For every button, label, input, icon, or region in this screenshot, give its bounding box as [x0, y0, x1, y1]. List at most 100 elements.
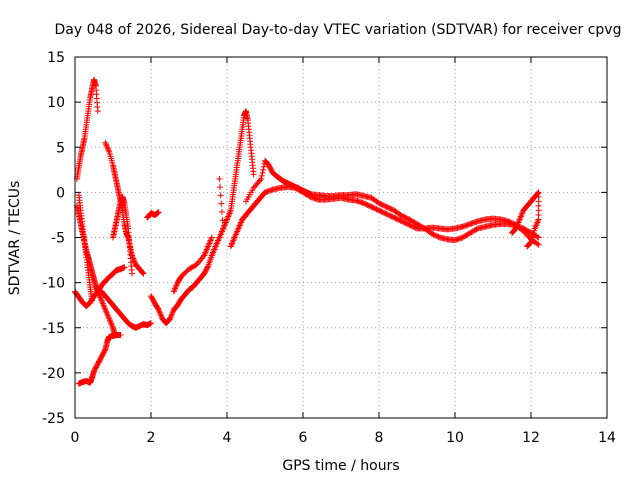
x-tick-label: 6 — [299, 430, 308, 446]
data-point — [216, 175, 223, 182]
series-arc-l — [216, 108, 257, 232]
data-point — [101, 347, 108, 354]
data-point — [393, 215, 400, 222]
data-point — [534, 233, 541, 240]
y-axis-title: SDTVAR / TECUs — [7, 181, 23, 296]
data-point — [402, 220, 409, 227]
data-point — [386, 212, 393, 219]
data-point — [259, 169, 266, 176]
data-point — [524, 243, 531, 250]
series-arc-g — [98, 288, 154, 331]
data-point — [524, 242, 531, 249]
series-arc-m — [227, 189, 268, 250]
data-point — [406, 221, 413, 228]
y-tick-label: 5 — [56, 140, 65, 156]
data-point — [387, 205, 394, 212]
data-point — [521, 229, 528, 236]
data-point — [217, 192, 224, 199]
series-arc-n — [243, 157, 542, 244]
data-point — [430, 231, 437, 238]
series-arc-i — [144, 209, 162, 221]
data-point — [525, 233, 532, 240]
data-point — [369, 204, 376, 211]
data-point — [433, 232, 439, 239]
y-tick-label: -10 — [42, 276, 65, 292]
y-tick-label: 0 — [56, 185, 65, 201]
x-tick-label: 12 — [522, 430, 540, 446]
data-point — [407, 222, 414, 229]
data-point — [401, 214, 408, 221]
series-arc-c — [73, 76, 101, 182]
data-point — [377, 200, 384, 207]
data-point — [258, 175, 265, 182]
data-marks — [72, 76, 542, 387]
data-point — [405, 215, 412, 222]
data-point — [148, 320, 154, 327]
data-point — [218, 200, 225, 207]
data-point — [260, 166, 267, 173]
series-arc-j — [148, 216, 230, 327]
data-point — [524, 232, 531, 239]
data-point — [387, 212, 394, 219]
data-point — [411, 224, 418, 231]
data-point — [435, 233, 442, 240]
data-point — [383, 211, 390, 218]
data-point — [473, 226, 480, 233]
y-tick-label: -25 — [42, 411, 65, 427]
data-point — [94, 108, 101, 115]
data-point — [402, 214, 409, 221]
data-point — [360, 200, 367, 207]
series-arc-e — [75, 192, 96, 304]
data-point — [383, 203, 390, 210]
data-point — [384, 211, 391, 218]
x-tick-label: 0 — [71, 430, 80, 446]
series-arc-f — [102, 139, 147, 277]
data-point — [398, 212, 405, 219]
data-point — [376, 207, 382, 214]
data-point — [412, 224, 419, 231]
series-arc-h — [110, 193, 135, 277]
data-point — [431, 232, 438, 239]
data-point — [520, 228, 527, 235]
data-point — [217, 184, 224, 191]
y-tick-label: -20 — [42, 366, 65, 382]
data-point — [363, 201, 370, 208]
data-point — [364, 202, 371, 209]
series-arc-k — [170, 234, 215, 295]
data-point — [204, 264, 211, 271]
data-point — [522, 230, 529, 237]
data-point — [509, 220, 515, 227]
data-point — [397, 217, 404, 224]
y-tick-label: -15 — [42, 321, 65, 337]
data-point — [208, 234, 215, 241]
data-point — [400, 218, 407, 225]
x-tick-label: 2 — [147, 430, 156, 446]
data-point — [398, 218, 405, 225]
data-point — [250, 171, 257, 178]
data-point — [400, 213, 407, 220]
data-point — [117, 331, 124, 338]
y-tick-labels: -25 -20 -15 -10 -5 0 5 10 15 — [42, 50, 65, 427]
data-point — [535, 241, 542, 248]
data-point — [382, 210, 389, 217]
data-point — [368, 203, 375, 210]
data-point — [111, 331, 118, 338]
data-point — [392, 215, 399, 222]
series-arc-p — [509, 189, 542, 250]
data-point — [534, 240, 541, 247]
data-point — [374, 206, 381, 213]
data-point — [535, 234, 542, 241]
x-tick-label: 10 — [446, 430, 464, 446]
x-axis-title: GPS time / hours — [282, 458, 399, 474]
data-point — [388, 206, 395, 213]
data-point — [379, 202, 386, 209]
data-point — [401, 219, 408, 226]
data-point — [260, 163, 267, 170]
data-point — [403, 220, 410, 227]
data-point — [395, 216, 401, 223]
y-tick-label: 10 — [47, 95, 65, 111]
data-point — [362, 200, 369, 207]
data-point — [306, 193, 313, 200]
data-point — [408, 223, 415, 230]
data-point — [384, 204, 391, 211]
